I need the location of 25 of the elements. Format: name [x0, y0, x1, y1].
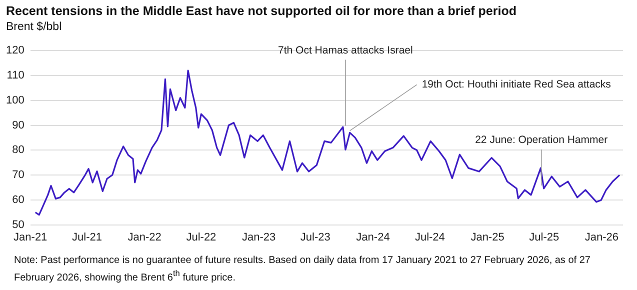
x-tick-label: Jan-21: [14, 231, 48, 244]
annotation: 19th Oct: Houthi initiate Red Sea attacks: [422, 78, 611, 91]
y-tick-label: 120: [6, 44, 24, 57]
annotation: 22 June: Operation Hammer: [475, 134, 608, 146]
text: Note: Past performance is no guarantee of future results. Based on daily data from 17 January 2021 to 27 February 2026, as of 27 February 2026, showing the Brent 6$^{th}$ future price.: [14, 254, 592, 284]
x-tick-label: Jan-26: [584, 231, 619, 244]
y-tick-label: 50: [12, 218, 24, 231]
y-tick-label: 110: [6, 70, 24, 82]
y-tick-label: 70: [12, 169, 24, 182]
chart-title: Recent tensions in the Middle East have not supported oil for more than a brief period: [6, 4, 516, 18]
y-tick-label: 80: [12, 144, 24, 156]
x-tick-label: Jan-22: [128, 231, 162, 244]
x-tick-label: Jan-25: [470, 231, 504, 244]
x-tick-label: Jan-24: [356, 231, 390, 244]
y-axis-title: Brent $/bbl: [6, 21, 62, 33]
x-tick-label: Jul-22: [186, 231, 216, 244]
x-tick-label: Jul-25: [529, 231, 560, 244]
x-tick-label: Jan-23: [242, 231, 276, 244]
y-tick-label: 90: [12, 119, 24, 132]
annotation: 7th Oct Hamas attacks Israel: [278, 44, 413, 56]
x-tick-label: Jul-24: [414, 231, 445, 244]
x-tick-label: Jul-23: [300, 231, 330, 244]
y-tick-label: 100: [6, 94, 24, 106]
x-tick-label: Jul-21: [72, 231, 102, 244]
y-tick-label: 60: [12, 194, 24, 206]
